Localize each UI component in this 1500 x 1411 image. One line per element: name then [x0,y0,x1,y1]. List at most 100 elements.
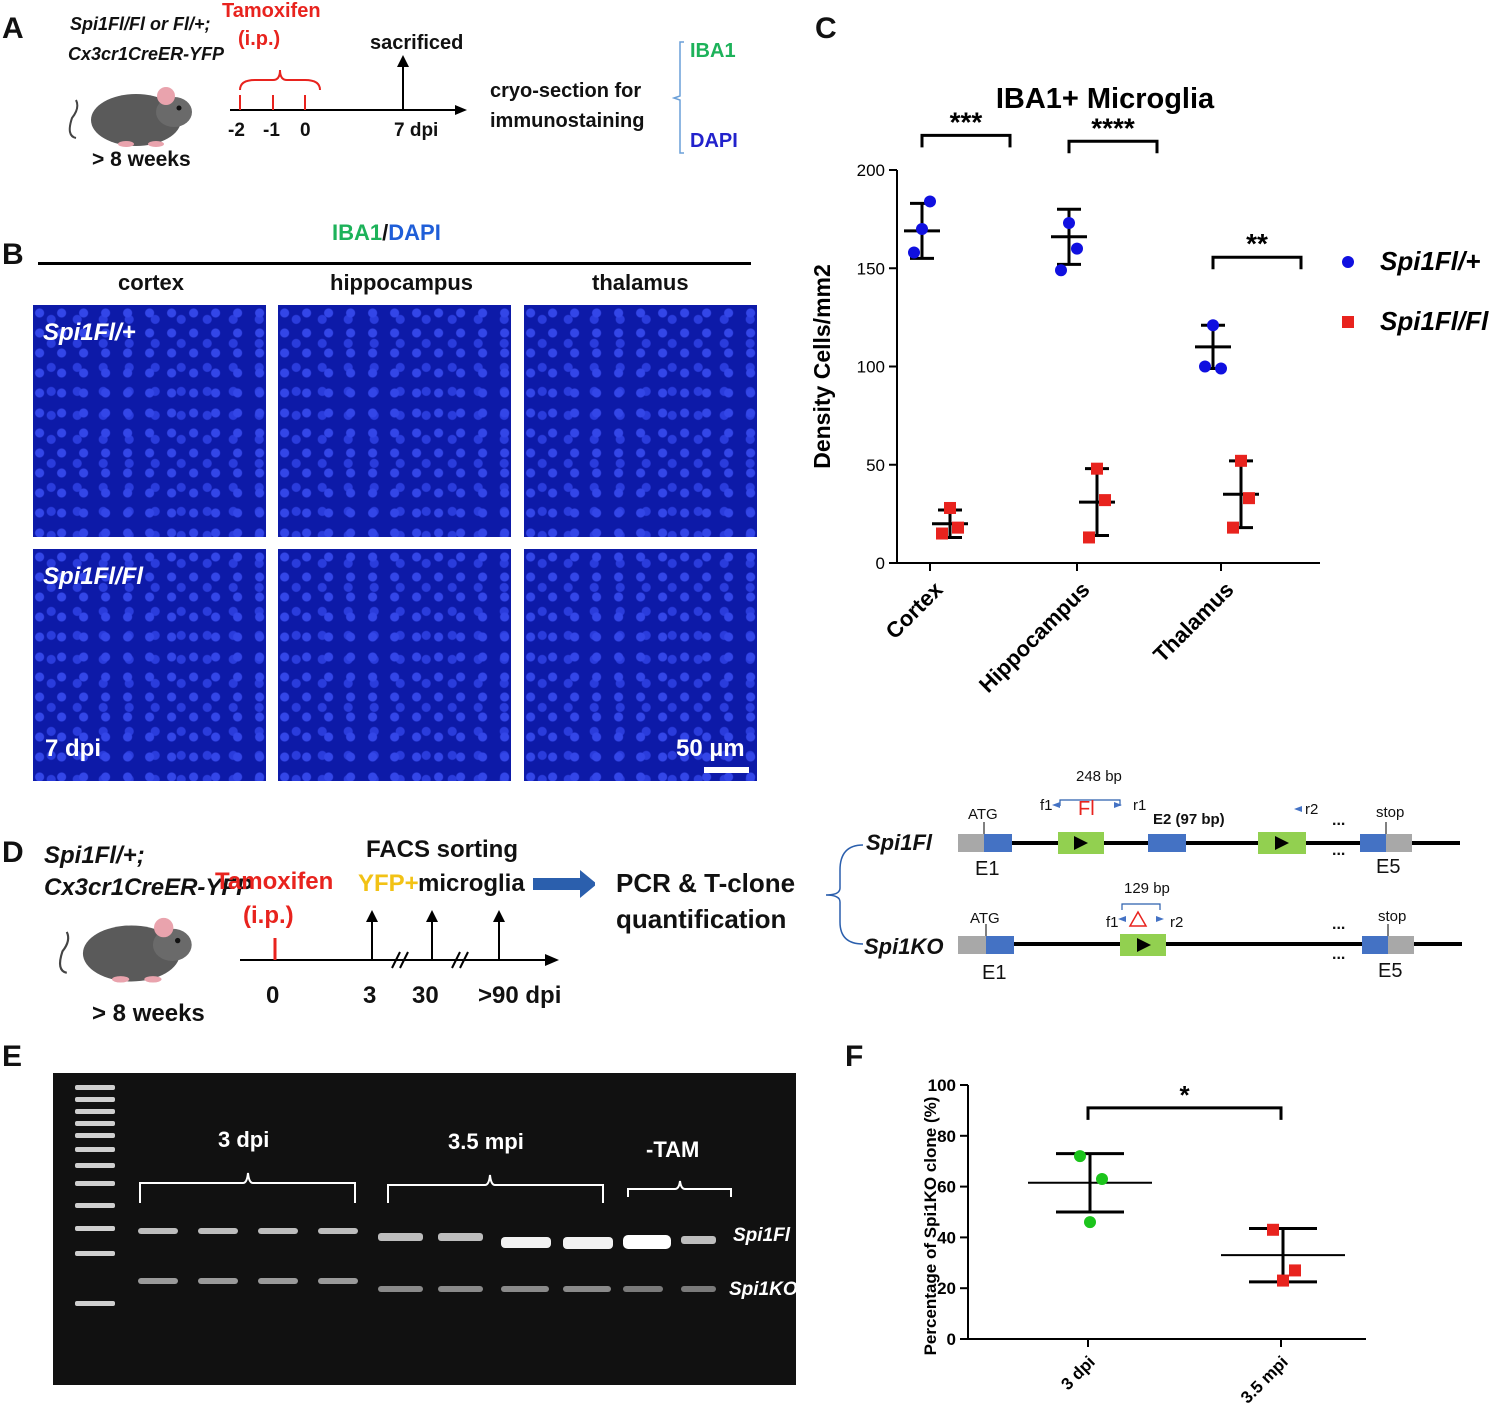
tick-d-0: 0 [266,982,280,1009]
exon-e1-fl: E1 [975,858,1000,880]
chart-f-point [1084,1216,1096,1229]
gel-group-3dpi: 3 dpi [218,1127,270,1152]
sacrificed-label: sacrificed [370,32,464,54]
tick-d-30: 30 [412,982,439,1009]
chart-c-legend-marker [1342,316,1354,328]
row-label-fl-fl: Spi1Fl/Fl [43,563,144,590]
atg-ko: ATG [970,910,1000,927]
micrograph-fl-fl-hippocampus [278,549,511,781]
pcr-bracket [825,844,864,945]
chart-c-ytick-label: 50 [866,456,885,475]
micrograph-fl-plus-hippocampus [278,305,511,537]
panel-label-b: B [2,238,24,271]
chart-c-sig-bracket [1067,139,1159,154]
chart-f-sig-bracket [1086,1106,1283,1120]
cryo-line2: immunostaining [490,110,645,132]
chart-c-sig-label: *** [950,106,983,137]
panel-label-d: D [2,836,24,869]
gel-group-35mpi: 3.5 mpi [448,1129,524,1154]
chart-c-sig-bracket [920,133,1012,148]
panel-label-c: C [815,12,837,45]
dots-fl-bottom: ... [1332,842,1346,859]
micrograph-fl-fl-cortex: Spi1Fl/Fl 7 dpi [33,549,266,781]
bp-129: 129 bp [1124,880,1170,897]
chart-f-xtick-label: 3 dpi [1057,1352,1098,1393]
age-a: > 8 weeks [92,148,191,171]
tick-d-90: >90 dpi [478,982,562,1009]
timeline-a [230,55,467,115]
panel-label-a: A [2,12,24,45]
panel-label-e: E [2,1040,23,1073]
fl-mark: Fl [1078,798,1095,820]
chart-c-point [936,527,948,540]
ip-d: (i.p.) [243,902,294,929]
chart-c-y-label: Density Cells/mm2 [809,264,835,469]
dots-ko-bottom: ... [1332,946,1346,963]
chart-c-point [944,501,956,514]
chart-c-sig-label: ** [1246,228,1268,259]
mouse-icon-d [58,917,192,983]
stop-fl: stop [1376,804,1405,821]
primer-r2-fl: r2 [1305,801,1319,818]
chart-c-point [1071,242,1083,255]
gel-band-fl: Spi1Fl [733,1225,791,1246]
dots-ko-top: ... [1332,916,1346,933]
chart-c: IBA1+ Microglia 0 50 100 150 200 Density Cells… [809,83,1489,697]
chart-f-point [1074,1150,1086,1163]
tick-a-m1: -1 [263,120,280,141]
chart-c-point [1207,319,1219,332]
chart-c-point [916,222,928,235]
chart-c-ytick-label: 150 [857,259,885,278]
chart-f-point [1289,1264,1301,1277]
atg-fl: ATG [968,806,998,823]
chart-c-point [1083,531,1095,544]
b-header: IBA1/DAPI [332,220,441,246]
stain-bracket [672,41,684,154]
gel-bands [75,1085,732,1306]
ip-a: (i.p.) [238,28,281,50]
chart-c-sig-bracket [1211,255,1303,270]
tick-a-7dpi: 7 dpi [394,120,439,141]
region-cortex: cortex [118,270,185,295]
chart-c-point [1199,360,1211,373]
tick-a-m2: -2 [228,120,245,141]
scale-bar [704,767,749,773]
stop-ko: stop [1378,908,1407,925]
stain-iba1: IBA1 [690,40,736,62]
age-d: > 8 weeks [92,1000,205,1027]
b-header-rule [38,262,751,265]
primer-r1-fl: r1 [1133,797,1147,814]
exon-e1-ko: E1 [982,962,1007,984]
chart-c-legend-label: Spi1Fl/+ [1380,246,1480,276]
chart-f-ytick-label: 60 [937,1178,956,1197]
gene-diagram [958,799,1462,956]
chart-f-sig-label: * [1179,1080,1190,1110]
chart-c-title: IBA1+ Microglia [996,83,1215,115]
genotype-a-line2: Cx3cr1CreER-YFP [68,44,225,64]
microglia-label: microglia [418,870,525,897]
yfp-label: YFP+ [358,870,419,897]
exon-e2: E2 (97 bp) [1153,811,1225,828]
row-label-fl-plus: Spi1Fl/+ [43,319,136,346]
gel-band-ko: Spi1KO [729,1279,798,1300]
pcr-line2: quantification [616,904,787,934]
b-header-slash: / [382,220,389,245]
chart-c-legend-label: Spi1Fl/Fl [1380,306,1489,336]
cryo-line1: cryo-section for [490,80,642,102]
primer-f1-fl: f1 [1040,797,1053,814]
chart-c-xtick-label: Cortex [881,576,948,643]
chart-c-point [1091,462,1103,475]
gel-image: 3 dpi 3.5 mpi -TAM Spi1Fl Spi1KO [53,1073,798,1385]
gel-group-tam: -TAM [646,1137,700,1162]
chart-f-ytick-label: 40 [937,1228,956,1247]
tamoxifen-d: Tamoxifen [215,868,334,895]
timeline-d [240,870,595,969]
gene-ko-label: Spi1KO [864,934,944,959]
chart-c-point [1235,454,1247,467]
primer-f1-ko: f1 [1106,914,1119,931]
chart-f-ytick-label: 20 [937,1279,956,1298]
mouse-icon [68,87,192,147]
chart-c-ytick-label: 100 [857,358,885,377]
chart-c-sig-label: **** [1091,112,1135,143]
panel-label-f: F [845,1040,864,1073]
